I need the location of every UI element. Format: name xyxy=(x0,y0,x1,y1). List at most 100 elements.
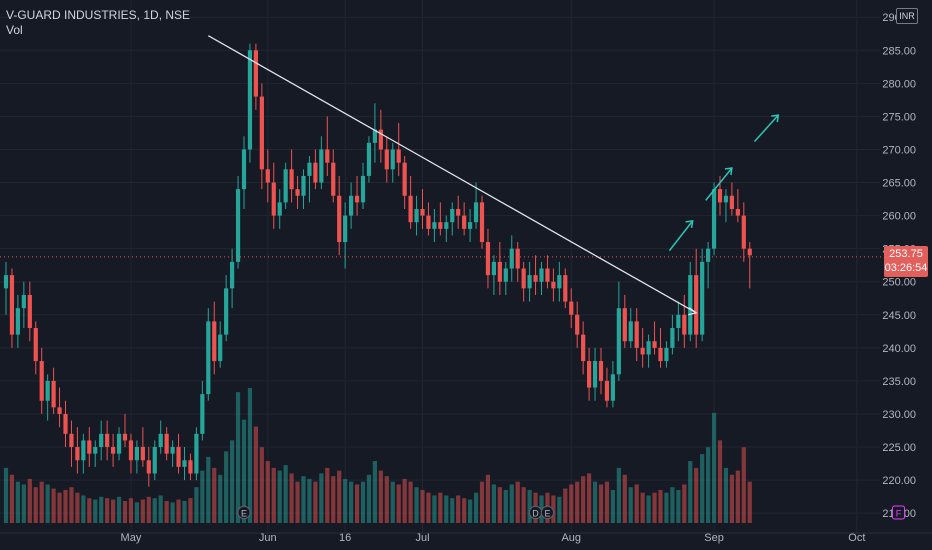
candle-body xyxy=(271,182,276,216)
volume-bar xyxy=(485,474,491,523)
volume-bar xyxy=(51,488,56,523)
drawings[interactable] xyxy=(0,35,884,316)
candle-body xyxy=(105,433,110,448)
candle-body xyxy=(432,222,437,229)
volume-bar xyxy=(587,473,592,523)
event-marker[interactable]: E xyxy=(540,505,555,520)
x-tick-label: Aug xyxy=(561,532,581,544)
volume-bar xyxy=(497,487,502,523)
candle-body xyxy=(539,268,544,282)
volume-bar xyxy=(206,456,211,523)
volume-bar xyxy=(218,474,223,523)
volume-bar xyxy=(432,495,437,523)
volume-bar xyxy=(396,484,401,523)
volume-bar xyxy=(557,496,562,523)
candle-body xyxy=(313,162,318,183)
candle-body xyxy=(235,189,241,262)
marker-label: E xyxy=(241,509,247,519)
candle-body xyxy=(408,195,413,223)
volume-bar xyxy=(99,496,104,523)
projection-arrowhead xyxy=(685,220,694,228)
marker-label: F xyxy=(896,509,902,519)
volume-bar xyxy=(360,481,366,523)
volume-bar xyxy=(509,484,514,523)
symbol-title[interactable]: V-GUARD INDUSTRIES, 1D, NSE xyxy=(6,8,191,22)
volume-bar xyxy=(598,484,604,523)
volume-bar xyxy=(259,447,264,523)
volume-bar xyxy=(230,440,235,523)
volume-bar xyxy=(349,481,354,523)
candle-body xyxy=(509,248,514,269)
volume-bar xyxy=(723,467,729,523)
candle-body xyxy=(247,50,253,150)
candle-body xyxy=(468,222,473,229)
candle-body xyxy=(670,328,675,348)
volume-bar xyxy=(354,484,360,523)
volume-bar xyxy=(456,495,461,523)
candle-body xyxy=(688,275,693,335)
candle-body xyxy=(140,447,145,461)
volume-bar xyxy=(581,476,586,523)
volume-bar xyxy=(21,484,26,523)
candle-body xyxy=(349,195,354,216)
marker-frame xyxy=(237,505,251,520)
candle-body xyxy=(420,208,425,216)
candle-body xyxy=(735,208,740,216)
candle-body xyxy=(658,347,663,362)
projection-arrow xyxy=(705,167,733,201)
candle-body xyxy=(575,314,580,335)
volume-bar xyxy=(694,467,699,523)
candle-body xyxy=(253,50,258,97)
marker-label: E xyxy=(544,509,550,519)
volume-bar xyxy=(717,440,723,523)
candle-body xyxy=(473,202,479,223)
volume-bar xyxy=(682,484,687,523)
event-marker[interactable]: F xyxy=(892,505,905,520)
candle-body xyxy=(116,433,122,454)
volume-bar xyxy=(462,498,467,523)
last-price-tag: 253.75 03:26:54 xyxy=(884,246,928,277)
candle-body xyxy=(265,169,270,183)
volume-bar xyxy=(343,478,348,523)
candlesticks xyxy=(3,43,752,487)
volume-bar xyxy=(473,492,479,523)
volume-bar xyxy=(81,495,86,523)
candle-body xyxy=(259,96,264,170)
candle-body xyxy=(515,248,520,269)
volume-bar xyxy=(664,492,669,523)
volume-label[interactable]: Vol xyxy=(6,23,23,37)
volume-bar xyxy=(515,481,520,523)
volume-bar xyxy=(253,426,258,523)
candle-body xyxy=(456,208,461,216)
candle-body xyxy=(604,380,610,401)
candle-body xyxy=(640,347,645,355)
volume-bar xyxy=(45,484,50,523)
candle-body xyxy=(301,175,306,196)
volume-bar xyxy=(331,476,336,523)
volume-bar xyxy=(610,489,615,523)
candle-body xyxy=(551,281,556,289)
y-tick-label: 275.00 xyxy=(882,111,916,123)
event-marker[interactable]: D xyxy=(528,505,543,520)
volume-bar xyxy=(57,492,62,523)
candle-body xyxy=(343,215,348,243)
candle-body xyxy=(485,242,491,276)
event-marker[interactable]: E xyxy=(237,505,251,520)
candle-body xyxy=(99,433,104,448)
candle-body xyxy=(533,275,538,282)
projection-arrowhead xyxy=(724,167,733,176)
candle-body xyxy=(21,294,26,309)
volume-bar xyxy=(235,392,241,523)
volume-bar xyxy=(640,492,645,523)
candle-body xyxy=(616,308,621,375)
y-tick-label: 280.00 xyxy=(882,78,916,90)
last-price-value: 253.75 xyxy=(889,248,923,260)
candle-body xyxy=(360,175,366,203)
candle-body xyxy=(462,215,467,229)
volume-bar xyxy=(87,498,92,523)
currency-badge[interactable]: INR xyxy=(896,8,918,24)
volume-bar xyxy=(307,478,312,523)
candle-body xyxy=(277,202,282,216)
